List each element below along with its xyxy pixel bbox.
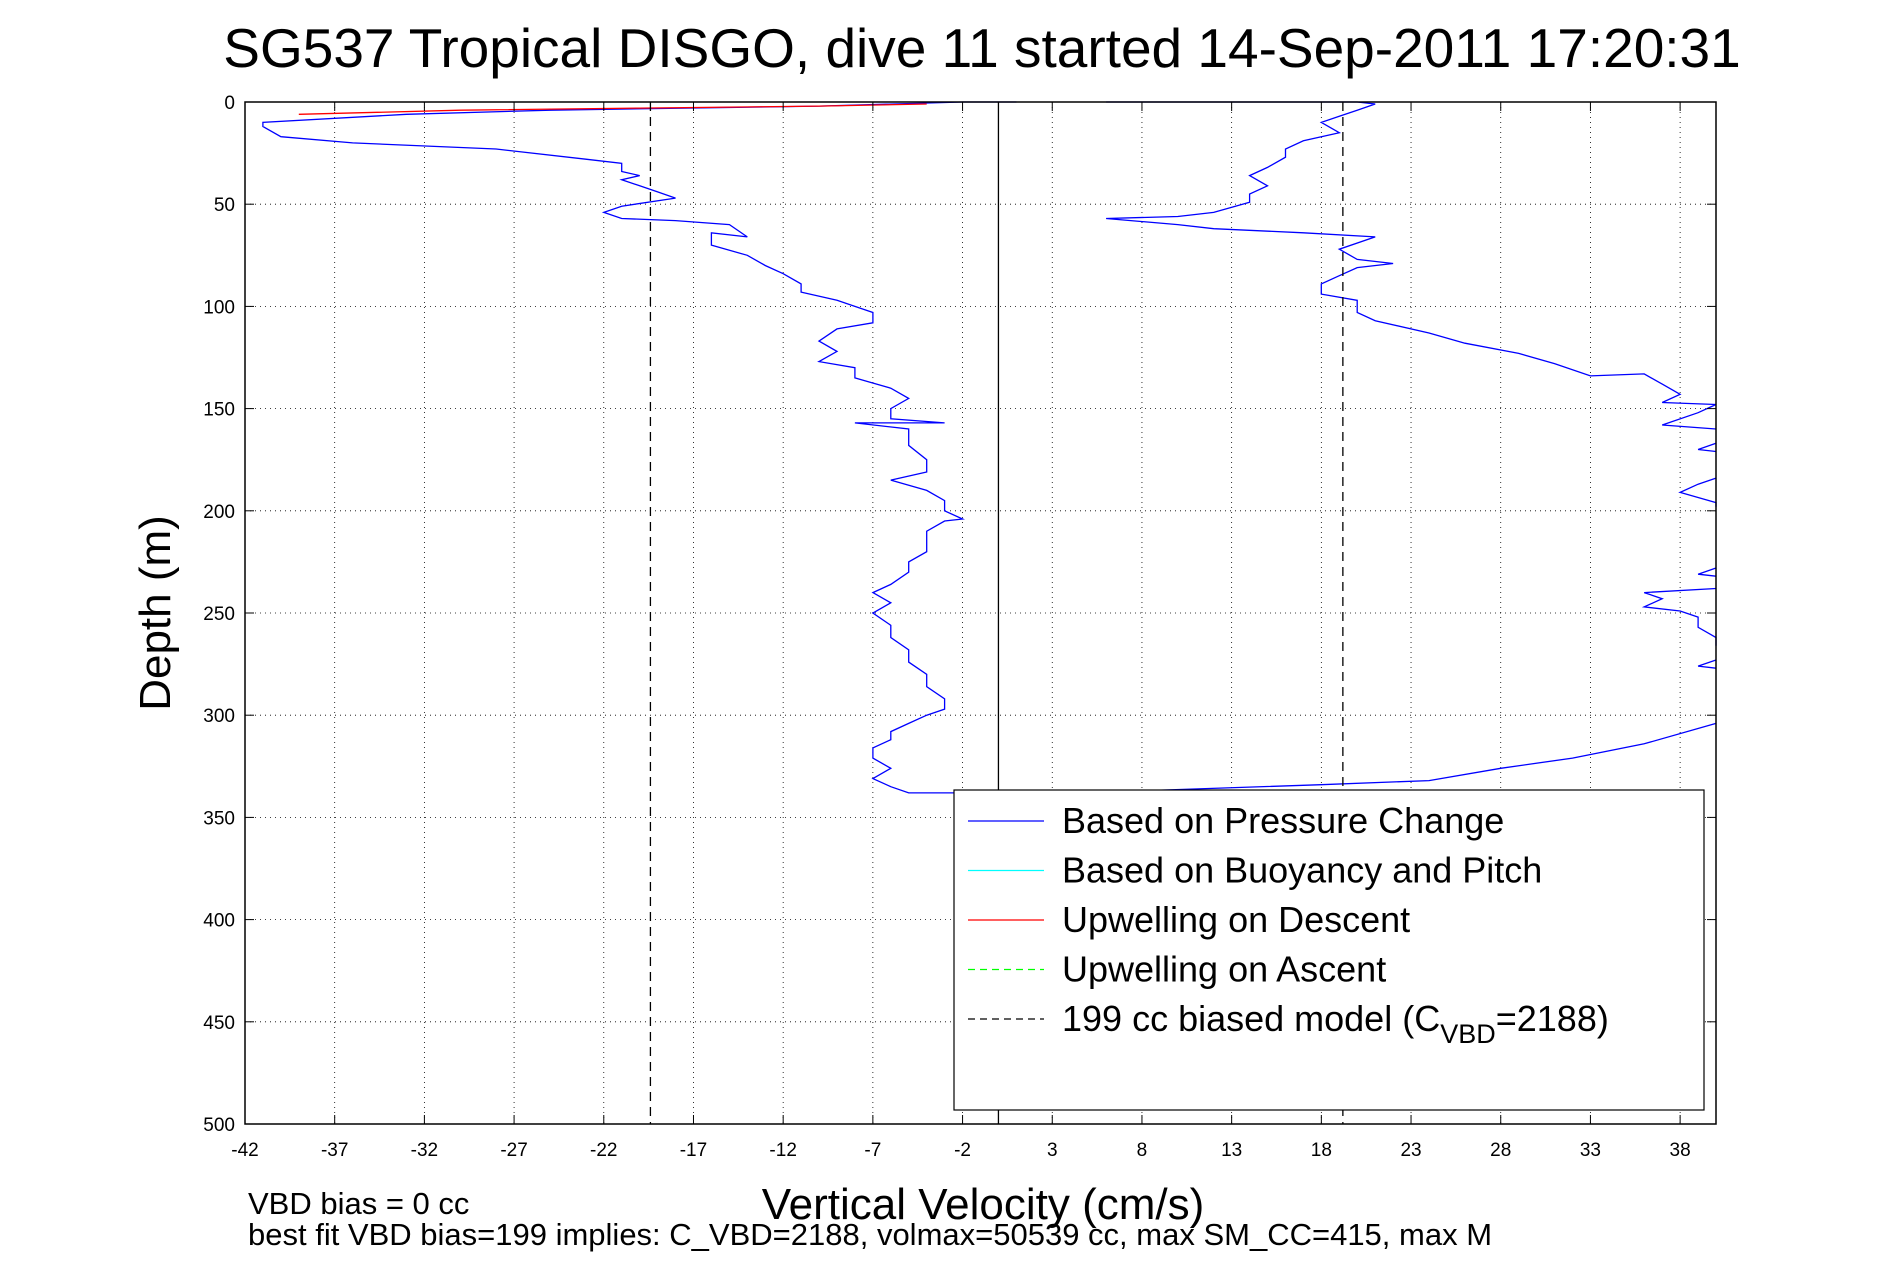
series-based-on-pressure-change-ascent <box>980 722 1717 794</box>
y-tick-label: 450 <box>203 1013 235 1034</box>
x-tick-label: 28 <box>1490 1140 1511 1161</box>
legend: Based on Pressure Change Based on Buoyanc… <box>953 789 1705 1111</box>
x-axis: -42 -37 -32 -27 -22 -17 -12 -7 -2 3 8 13 18 23 28 33 38 <box>231 102 1691 1161</box>
legend-label: 199 cc biased model (CVBD=2188) <box>1062 998 1609 1049</box>
x-tick-label: 23 <box>1400 1140 1421 1161</box>
annotation-vbd-bias: VBD bias = 0 cc <box>248 1186 469 1221</box>
series-based-on-pressure-change-fragment <box>1678 477 1717 507</box>
x-tick-label: 18 <box>1311 1140 1332 1161</box>
x-tick-label: 8 <box>1137 1140 1148 1161</box>
series-based-on-pressure-change-descent <box>262 101 1017 794</box>
series-based-on-pressure-change-ascent-upper <box>1106 101 1717 430</box>
x-tick-label: -12 <box>769 1140 796 1161</box>
legend-label: Upwelling on Ascent <box>1062 949 1386 990</box>
series-based-on-pressure-change-fragment <box>1697 567 1717 577</box>
x-axis-label: Vertical Velocity (cm/s) <box>762 1180 1205 1229</box>
legend-label: Based on Pressure Change <box>1062 800 1504 841</box>
legend-label: Upwelling on Descent <box>1062 899 1410 940</box>
x-tick-label: -42 <box>231 1140 258 1161</box>
series-based-on-pressure-change-fragment <box>1697 442 1717 453</box>
x-tick-label: 13 <box>1221 1140 1242 1161</box>
series-based-on-pressure-change-fragment <box>1641 587 1717 646</box>
y-tick-label: 150 <box>203 400 235 421</box>
annotation-best-fit: best fit VBD bias=199 implies: C_VBD=218… <box>248 1217 1492 1252</box>
x-tick-label: -22 <box>590 1140 617 1161</box>
series-based-on-pressure-change-fragment <box>1697 659 1717 669</box>
y-tick-label: 400 <box>203 911 235 932</box>
x-tick-label: -7 <box>864 1140 881 1161</box>
y-tick-label: 100 <box>203 297 235 318</box>
chart-title: SG537 Tropical DISGO, dive 11 started 14… <box>223 17 1740 79</box>
series-upwelling-on-descent <box>298 103 927 115</box>
legend-box <box>953 789 1705 1111</box>
y-tick-label: 500 <box>203 1115 235 1136</box>
y-tick-label: 0 <box>224 93 235 114</box>
legend-label: Based on Buoyancy and Pitch <box>1062 850 1542 891</box>
y-tick-label: 250 <box>203 604 235 625</box>
y-tick-label: 50 <box>214 195 235 216</box>
y-tick-label: 350 <box>203 808 235 829</box>
x-tick-label: -17 <box>680 1140 707 1161</box>
x-tick-label: -37 <box>321 1140 348 1161</box>
x-tick-label: -32 <box>411 1140 438 1161</box>
x-tick-label: -27 <box>500 1140 527 1161</box>
y-axis-label: Depth (m) <box>131 515 180 711</box>
y-axis: 0 50 100 150 200 250 300 350 400 450 500 <box>203 93 1716 1136</box>
y-tick-label: 300 <box>203 706 235 727</box>
x-tick-label: -2 <box>954 1140 971 1161</box>
x-tick-label: 3 <box>1047 1140 1058 1161</box>
x-tick-label: 38 <box>1670 1140 1691 1161</box>
y-tick-label: 200 <box>203 502 235 523</box>
x-tick-label: 33 <box>1580 1140 1601 1161</box>
